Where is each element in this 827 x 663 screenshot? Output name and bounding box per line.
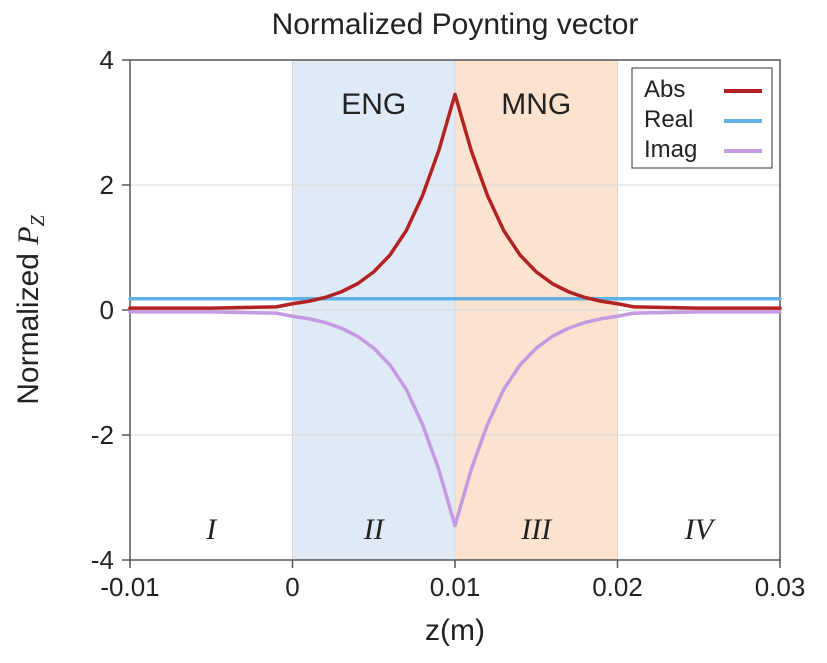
chart-title: Normalized Poynting vector [272, 8, 639, 41]
legend-label: Abs [644, 76, 685, 103]
zone-label: MNG [501, 88, 571, 121]
region-label: IV [684, 513, 717, 546]
ytick-label: -2 [91, 420, 114, 450]
ytick-label: -4 [91, 545, 114, 575]
xtick-label: 0.01 [430, 572, 481, 602]
zone-label: ENG [341, 88, 406, 121]
xtick-label: 0.03 [755, 572, 806, 602]
ytick-label: 4 [100, 45, 114, 75]
ytick-label: 2 [100, 170, 114, 200]
xlabel: z(m) [425, 614, 485, 647]
ytick-label: 0 [100, 295, 114, 325]
ylabel: Normalized PZ [12, 214, 49, 404]
poynting-chart: -0.01 0 0.01 0.02 0.03 -4 -2 0 2 4 Normalized Poyn… [0, 0, 827, 663]
legend-label: Imag [644, 136, 697, 163]
chart-svg: -0.01 0 0.01 0.02 0.03 -4 -2 0 2 4 Normalized Poyn… [0, 0, 827, 663]
legend-label: Real [644, 106, 693, 133]
xtick-label: 0 [285, 572, 299, 602]
region-label: II [363, 513, 386, 546]
xtick-label: 0.02 [592, 572, 643, 602]
xtick-label: -0.01 [100, 572, 159, 602]
region-label: III [520, 513, 553, 546]
